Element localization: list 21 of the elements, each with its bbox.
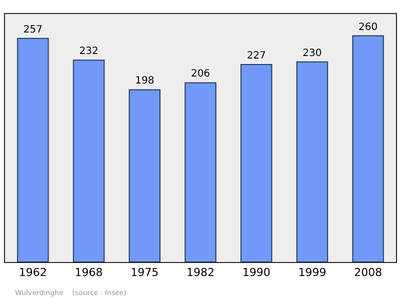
bar	[296, 61, 328, 262]
x-tick-label: 1968	[74, 266, 103, 280]
bar	[72, 60, 105, 262]
bar	[17, 38, 49, 262]
x-tick-label: 1975	[130, 266, 159, 280]
data-label: 260	[358, 22, 378, 33]
x-tick-label: 1962	[18, 266, 47, 280]
data-label: 198	[135, 76, 154, 87]
bar	[240, 64, 272, 262]
x-tick-label: 1982	[186, 266, 214, 280]
bar	[184, 82, 216, 262]
bar	[352, 35, 384, 262]
bar	[128, 89, 160, 262]
x-tick-label: 1990	[242, 266, 270, 280]
data-label: 227	[246, 50, 266, 62]
x-tick-label: 2008	[354, 266, 382, 280]
data-label: 230	[302, 48, 322, 59]
x-tick-label: 1999	[298, 266, 326, 280]
data-label: 257	[23, 24, 42, 36]
data-label: 232	[79, 46, 98, 58]
data-label: 206	[190, 68, 210, 80]
